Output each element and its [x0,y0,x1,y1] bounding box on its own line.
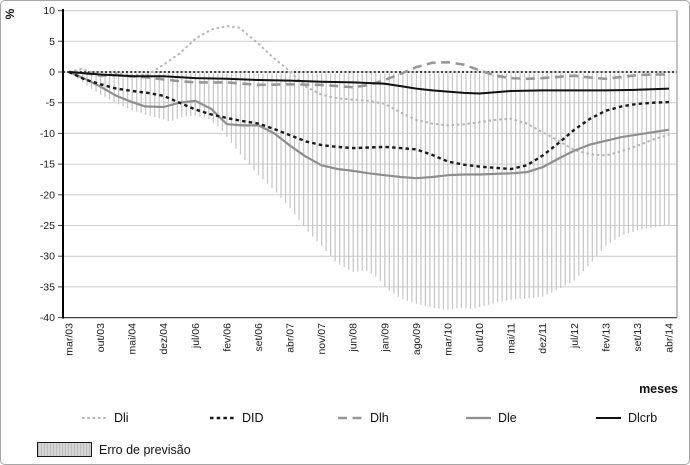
svg-text:mar/03: mar/03 [64,323,76,356]
svg-text:jul/12: jul/12 [569,323,581,349]
chart-plot-area: 10 5 0 -5 -10 -15 -20 -25 -30 -35 -40 mar/03 out/03 m… [40,5,678,356]
legend-item-dle: Dle [465,409,517,427]
svg-text:-5: -5 [46,97,55,109]
svg-text:jan/09: jan/09 [379,323,391,353]
svg-text:5: 5 [49,36,55,48]
legend-label-dli: Dli [114,411,129,425]
legend-label-did: DID [242,411,264,425]
legend-line-swatch-dle [466,416,491,420]
svg-text:abr/07: abr/07 [285,323,297,353]
svg-text:10: 10 [43,5,55,17]
svg-text:out/10: out/10 [474,323,486,352]
legend-line-swatch-did [210,416,235,420]
legend-label-erro-de-previsao: Erro de previsão [99,442,191,457]
chart-legend: Dli DID Dlh Dle Dlcrb Erro de previsão [1,404,689,464]
svg-text:set/06: set/06 [253,323,265,352]
svg-text:jul/06: jul/06 [190,323,202,349]
svg-text:-25: -25 [40,220,55,232]
svg-text:-20: -20 [40,189,55,201]
svg-text:-35: -35 [40,281,55,293]
svg-text:mar/10: mar/10 [442,323,454,356]
svg-text:nov/07: nov/07 [316,323,328,355]
svg-text:ago/09: ago/09 [411,323,423,355]
legend-line-swatch-dlcrb [596,417,621,419]
legend-label-dle: Dle [498,411,517,425]
svg-text:0: 0 [49,67,55,79]
svg-text:jun/08: jun/08 [348,323,360,353]
legend-item-erro-de-previsao: Erro de previsão [37,442,191,457]
legend-item-dli: Dli [81,409,129,427]
legend-item-dlh: Dlh [337,409,389,427]
svg-text:set/13: set/13 [632,323,644,352]
svg-text:fev/13: fev/13 [600,323,612,352]
legend-label-dlh: Dlh [370,411,389,425]
svg-text:dez/04: dez/04 [158,323,170,355]
svg-text:mai/04: mai/04 [127,323,139,355]
svg-text:-15: -15 [40,159,55,171]
svg-text:-30: -30 [40,251,55,263]
legend-item-dlcrb: Dlcrb [595,409,657,427]
x-axis-title: meses [639,382,678,396]
svg-text:-40: -40 [40,312,55,324]
svg-text:-10: -10 [40,128,55,140]
legend-item-did: DID [209,409,264,427]
legend-line-swatch-dlh [338,416,363,420]
svg-text:fev/06: fev/06 [221,323,233,352]
legend-label-dlcrb: Dlcrb [628,411,658,425]
svg-text:out/03: out/03 [95,323,107,352]
legend-hatch-swatch [37,442,92,457]
svg-text:abr/14: abr/14 [664,323,676,353]
legend-line-swatch-dli [82,417,107,419]
svg-text:dez/11: dez/11 [537,323,549,354]
svg-text:mai/11: mai/11 [506,323,518,354]
